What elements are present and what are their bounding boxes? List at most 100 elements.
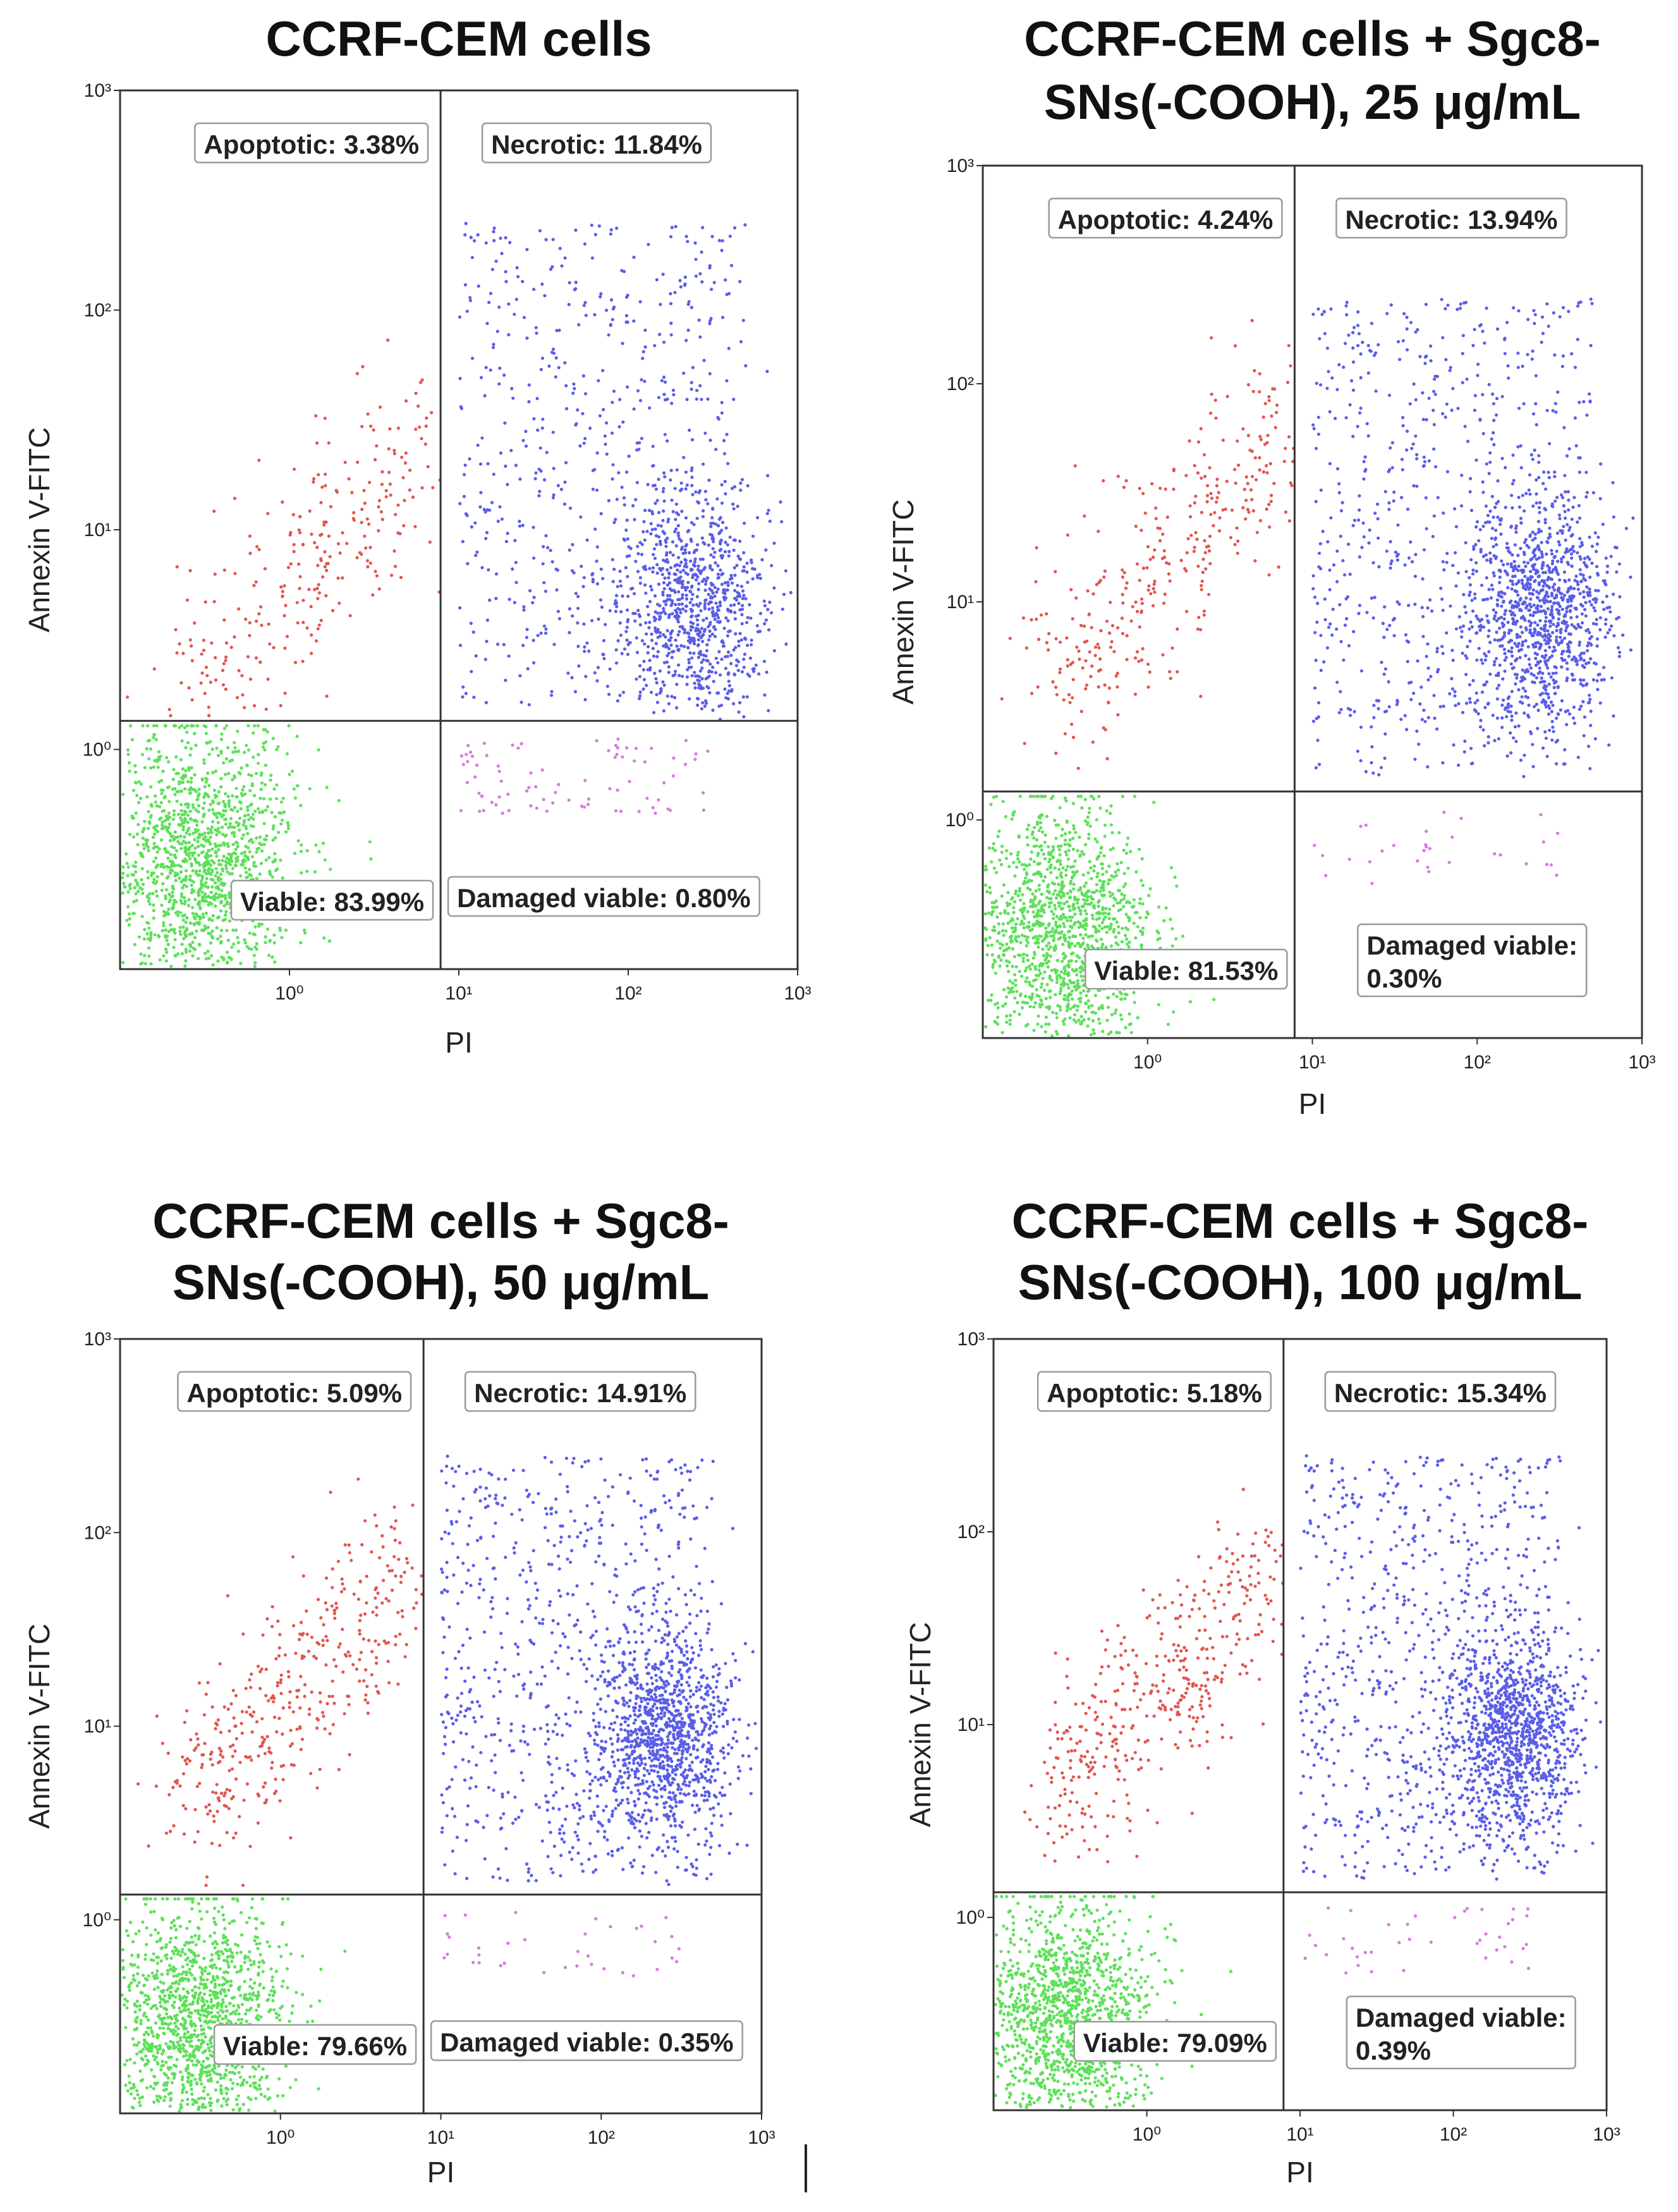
apoptotic-point — [255, 620, 258, 623]
apoptotic-point — [1116, 713, 1120, 717]
viable-point — [241, 859, 245, 862]
necrotic-point — [684, 604, 688, 608]
viable-point — [1140, 857, 1144, 861]
apoptotic-point — [257, 458, 261, 462]
apoptotic-point — [246, 655, 250, 659]
apoptotic-point — [1185, 609, 1189, 613]
viable-point — [1001, 922, 1005, 926]
viable-point — [243, 750, 246, 754]
viable-point — [1004, 815, 1007, 819]
viable-point — [186, 741, 190, 745]
viable-point — [1038, 909, 1042, 913]
apoptotic-point — [1077, 649, 1081, 653]
viable-point — [1096, 872, 1100, 876]
necrotic-point — [733, 617, 737, 621]
apoptotic-point — [1084, 687, 1088, 691]
viable-point — [1137, 847, 1141, 852]
viable-point — [1090, 1004, 1094, 1008]
viable-point — [226, 950, 229, 954]
apoptotic-point — [380, 470, 384, 474]
apoptotic-point — [331, 609, 335, 613]
viable-point — [184, 959, 188, 963]
necrotic-point — [710, 235, 714, 238]
viable-point — [226, 841, 229, 845]
necrotic-point — [698, 384, 702, 388]
viable-point — [1010, 926, 1014, 930]
necrotic-point — [647, 613, 650, 617]
viable-point — [268, 797, 272, 801]
necrotic-point — [540, 282, 544, 286]
necrotic-point — [584, 314, 588, 317]
necrotic-point — [735, 563, 739, 568]
viable-point — [154, 794, 157, 798]
viable-point — [185, 884, 188, 888]
apoptotic-point — [315, 587, 319, 590]
necrotic-point — [612, 389, 616, 393]
viable-point — [1105, 931, 1109, 934]
viable-point — [1170, 944, 1174, 948]
apoptotic-point — [360, 520, 363, 525]
viable-point — [243, 814, 247, 817]
viable-point — [283, 810, 286, 814]
apoptotic-point — [1137, 659, 1141, 663]
viable-point — [265, 805, 270, 809]
necrotic-point — [1572, 706, 1576, 709]
apoptotic-point — [323, 565, 327, 569]
apoptotic-point — [1250, 498, 1254, 501]
necrotic-point — [621, 341, 624, 345]
apoptotic-point — [1199, 628, 1203, 632]
viable-point — [206, 950, 210, 953]
viable-point — [1090, 877, 1093, 881]
viable-point — [171, 817, 175, 821]
apoptotic-point — [1000, 697, 1004, 701]
apoptotic-point — [1153, 548, 1157, 552]
apoptotic-point — [1262, 470, 1265, 474]
viable-point — [1004, 929, 1008, 933]
viable-point — [204, 892, 207, 896]
viable-point — [1033, 896, 1037, 900]
viable-point — [159, 838, 164, 842]
necrotic-point — [492, 226, 496, 230]
apoptotic-point — [1096, 642, 1100, 646]
necrotic-point — [657, 511, 661, 515]
necrotic-point — [573, 387, 576, 391]
necrotic-point — [684, 594, 688, 597]
viable-point — [1116, 925, 1121, 929]
necrotic-point — [673, 590, 677, 594]
necrotic-point — [680, 510, 684, 513]
apoptotic-point — [1199, 427, 1203, 431]
viable-point — [204, 855, 207, 859]
necrotic-point — [513, 601, 516, 604]
necrotic-point — [708, 623, 712, 626]
necrotic-point — [674, 669, 678, 673]
necrotic-point — [693, 564, 696, 568]
viable-point — [1124, 852, 1129, 855]
viable-point — [231, 750, 235, 754]
viable-point — [151, 891, 155, 895]
viable-point — [1043, 970, 1047, 974]
necrotic-point — [723, 598, 727, 602]
necrotic-point — [662, 471, 666, 475]
viable-point — [1086, 871, 1090, 875]
viable-point — [215, 926, 219, 930]
viable-point — [313, 870, 317, 874]
necrotic-point — [487, 300, 491, 304]
viable-point — [1075, 1008, 1079, 1012]
necrotic-point — [726, 634, 729, 638]
viable-point — [172, 929, 176, 933]
apoptotic-point — [1170, 646, 1174, 650]
viable-point — [240, 852, 244, 855]
necrotic-point — [662, 376, 666, 379]
viable-point — [171, 869, 174, 872]
necrotic-point — [696, 697, 700, 701]
viable-point — [997, 931, 1000, 935]
apoptotic-point — [1071, 735, 1075, 739]
necrotic-point — [1547, 682, 1551, 686]
viable-point — [147, 899, 150, 903]
viable-point — [1109, 823, 1114, 827]
viable-point — [240, 836, 244, 840]
necrotic-point — [1444, 307, 1447, 310]
necrotic-point — [644, 591, 648, 595]
necrotic-point — [556, 568, 559, 572]
necrotic-point — [484, 241, 488, 245]
